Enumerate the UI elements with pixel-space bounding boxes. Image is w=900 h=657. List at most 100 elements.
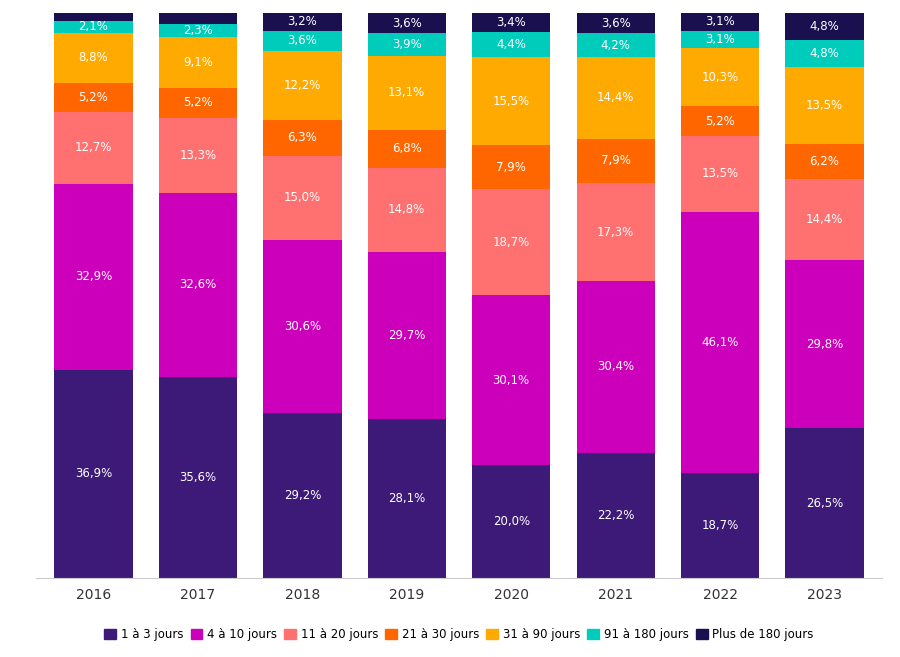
- Bar: [681, 472, 760, 578]
- Text: 14,8%: 14,8%: [388, 203, 426, 216]
- Text: 32,9%: 32,9%: [75, 270, 112, 283]
- Text: 20,0%: 20,0%: [492, 515, 530, 528]
- Text: 17,3%: 17,3%: [597, 225, 634, 238]
- Text: 35,6%: 35,6%: [179, 471, 217, 484]
- Text: 36,9%: 36,9%: [75, 467, 112, 480]
- Text: 3,9%: 3,9%: [392, 38, 422, 51]
- Text: 3,6%: 3,6%: [601, 17, 631, 30]
- Text: 13,5%: 13,5%: [701, 168, 739, 181]
- Bar: [367, 13, 446, 34]
- Bar: [158, 24, 237, 37]
- Bar: [786, 260, 864, 428]
- Bar: [681, 106, 760, 136]
- Text: 6,8%: 6,8%: [392, 143, 422, 155]
- Bar: [54, 21, 132, 33]
- Text: 13,5%: 13,5%: [806, 99, 843, 112]
- Bar: [577, 139, 655, 183]
- Text: 29,2%: 29,2%: [284, 489, 321, 502]
- Text: 30,4%: 30,4%: [597, 360, 634, 373]
- Bar: [472, 13, 551, 32]
- Bar: [577, 34, 655, 57]
- Bar: [263, 120, 341, 156]
- Bar: [54, 112, 132, 184]
- Bar: [54, 33, 132, 83]
- Bar: [681, 13, 760, 31]
- Text: 9,1%: 9,1%: [183, 56, 212, 69]
- Bar: [263, 51, 341, 120]
- Bar: [577, 13, 655, 34]
- Text: 8,8%: 8,8%: [78, 51, 108, 64]
- Bar: [158, 377, 237, 578]
- Text: 29,7%: 29,7%: [388, 329, 426, 342]
- Text: 3,4%: 3,4%: [496, 16, 526, 30]
- Text: 29,8%: 29,8%: [806, 338, 843, 351]
- Text: 13,1%: 13,1%: [388, 86, 426, 99]
- Bar: [158, 118, 237, 193]
- Text: 4,2%: 4,2%: [600, 39, 631, 52]
- Text: 2,3%: 2,3%: [183, 24, 212, 37]
- Text: 7,9%: 7,9%: [496, 160, 526, 173]
- Text: 30,1%: 30,1%: [492, 374, 530, 386]
- Text: 18,7%: 18,7%: [701, 519, 739, 532]
- Text: 10,3%: 10,3%: [701, 71, 739, 84]
- Bar: [54, 184, 132, 370]
- Bar: [577, 183, 655, 281]
- Text: 4,8%: 4,8%: [810, 20, 840, 34]
- Text: 4,4%: 4,4%: [496, 38, 526, 51]
- Bar: [472, 465, 551, 578]
- Text: 4,8%: 4,8%: [810, 47, 840, 60]
- Text: 5,2%: 5,2%: [706, 114, 735, 127]
- Text: 3,6%: 3,6%: [287, 34, 317, 47]
- Text: 2,1%: 2,1%: [78, 20, 108, 34]
- Text: 7,9%: 7,9%: [600, 154, 631, 168]
- Text: 32,6%: 32,6%: [179, 279, 217, 292]
- Text: 14,4%: 14,4%: [806, 213, 843, 226]
- Bar: [472, 32, 551, 57]
- Bar: [472, 189, 551, 295]
- Bar: [577, 453, 655, 578]
- Bar: [158, 13, 237, 24]
- Text: 46,1%: 46,1%: [701, 336, 739, 349]
- Bar: [786, 428, 864, 578]
- Bar: [786, 40, 864, 68]
- Bar: [54, 370, 132, 578]
- Text: 28,1%: 28,1%: [388, 492, 426, 505]
- Bar: [367, 419, 446, 578]
- Bar: [472, 57, 551, 145]
- Text: 13,3%: 13,3%: [179, 148, 217, 162]
- Bar: [263, 31, 341, 51]
- Bar: [786, 144, 864, 179]
- Bar: [577, 57, 655, 139]
- Text: 5,2%: 5,2%: [183, 97, 212, 110]
- Text: 15,5%: 15,5%: [492, 95, 530, 108]
- Text: 30,6%: 30,6%: [284, 320, 321, 333]
- Bar: [472, 145, 551, 189]
- Bar: [681, 31, 760, 48]
- Text: 12,7%: 12,7%: [75, 141, 112, 154]
- Bar: [158, 88, 237, 118]
- Text: 26,5%: 26,5%: [806, 497, 843, 510]
- Text: 6,2%: 6,2%: [810, 154, 840, 168]
- Bar: [577, 281, 655, 453]
- Legend: 1 à 3 jours, 4 à 10 jours, 11 à 20 jours, 21 à 30 jours, 31 à 90 jours, 91 à 180: 1 à 3 jours, 4 à 10 jours, 11 à 20 jours…: [100, 623, 818, 646]
- Bar: [367, 129, 446, 168]
- Text: 14,4%: 14,4%: [597, 91, 634, 104]
- Text: 3,2%: 3,2%: [287, 15, 317, 28]
- Bar: [786, 68, 864, 144]
- Bar: [367, 56, 446, 129]
- Text: 22,2%: 22,2%: [597, 509, 634, 522]
- Bar: [367, 34, 446, 56]
- Bar: [263, 413, 341, 578]
- Bar: [681, 212, 760, 472]
- Text: 3,1%: 3,1%: [706, 15, 735, 28]
- Bar: [263, 156, 341, 240]
- Text: 5,2%: 5,2%: [78, 91, 108, 104]
- Bar: [786, 13, 864, 40]
- Text: 3,6%: 3,6%: [392, 17, 422, 30]
- Bar: [681, 48, 760, 106]
- Bar: [681, 136, 760, 212]
- Bar: [263, 12, 341, 31]
- Bar: [158, 37, 237, 88]
- Bar: [158, 193, 237, 377]
- Text: 15,0%: 15,0%: [284, 191, 321, 204]
